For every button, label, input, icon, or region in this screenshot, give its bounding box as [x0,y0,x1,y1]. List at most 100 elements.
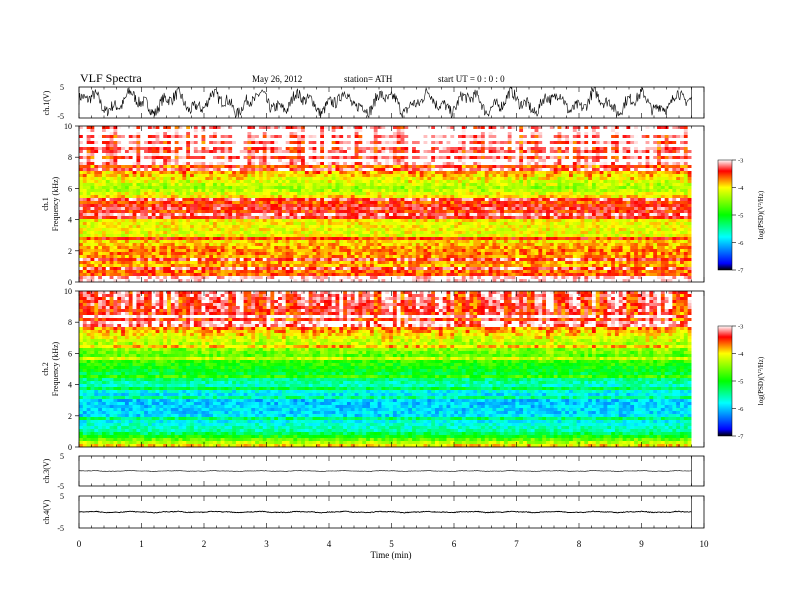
spectrogram-cell [224,180,229,184]
spectrogram-cell [503,147,509,151]
spectrogram-cell [281,213,287,217]
spectrogram-cell [209,156,214,160]
spectrogram-cell [580,216,585,220]
spectrogram-cell [473,192,478,196]
spectrogram-cell [190,138,195,142]
spectrogram-cell [239,129,244,133]
spectrogram-cell [373,138,378,142]
spectrogram-cell [653,132,658,136]
spectrogram-cell [98,219,103,223]
spectrogram-cell [228,189,233,193]
spectrogram-cell [546,141,551,145]
spectrogram-cell [569,213,574,217]
spectrogram-cell [373,162,378,166]
spectrogram-cell [132,183,137,187]
spectrogram-cell [266,144,271,148]
spectrogram-cell [193,135,198,139]
spectrogram-cell [121,198,126,202]
spectrogram-cell [232,180,237,184]
spectrogram-cell [473,207,478,211]
spectrogram-cell [354,192,359,196]
spectrogram-cell [668,147,673,151]
spectrogram-cell [519,201,524,205]
spectrogram-cell [270,147,275,151]
spectrogram-cell [324,192,329,196]
spectrogram-cell [235,141,241,145]
spectrogram-cell [170,171,176,175]
spectrogram-cell [350,129,355,133]
spectrogram-cell [542,135,547,139]
spectrogram-cell [86,180,91,184]
spectrogram-cell [614,216,620,220]
spectrogram-cell [82,210,87,214]
spectrogram-cell [687,195,692,199]
spectrogram-cell [584,210,589,214]
spectrogram-cell [174,165,179,169]
spectrogram-cell [419,150,424,154]
spectrogram-cell [343,126,348,130]
spectrogram-cell [523,183,528,187]
spectrogram-cell [660,132,666,136]
spectrogram-cell [373,186,378,190]
spectrogram-cell [193,189,198,193]
spectrogram-cell [584,156,589,160]
spectrogram-cell [519,162,524,166]
spectrogram-cell [209,198,214,202]
spectrogram-cell [496,141,501,145]
spectrogram-cell [105,213,110,217]
spectrogram-cell [209,216,214,220]
spectrogram-cell [392,204,398,208]
spectrogram-cell [124,168,130,172]
spectrogram-cell [193,186,198,190]
spectrogram-cell [136,156,141,160]
spectrogram-cell [354,174,359,178]
spectrogram-cell [496,171,501,175]
spectrogram-cell [197,147,202,151]
spectrogram-cell [140,216,145,220]
spectrogram-cell [255,216,260,220]
spectrogram-cell [680,207,685,211]
spectrogram-cell [220,135,225,139]
spectrogram-cell [668,216,673,220]
spectrogram-cell [377,183,382,187]
spectrogram-cell [634,141,639,145]
spectrogram-cell [446,138,451,142]
spectrogram-cell [423,156,428,160]
spectrogram-cell [668,204,673,208]
spectrogram-cell [591,180,597,184]
spectrogram-cell [469,210,474,214]
spectrogram-cell [209,144,214,148]
spectrogram-cell [301,159,306,163]
spectrogram-cell [151,150,156,154]
spectrogram-cell [523,174,528,178]
spectrogram-cell [320,138,325,142]
spectrogram-cell [492,162,497,166]
spectrogram-cell [109,135,114,139]
spectrogram-cell [124,192,130,196]
spectrogram-cell [289,210,294,214]
spectrogram-cell [557,126,562,130]
spectrogram-cell [335,168,340,172]
spectrogram-cell [546,168,551,172]
spectrogram-cell [312,165,317,169]
spectrogram-cell [140,192,145,196]
spectrogram-cell [121,141,126,145]
spectrogram-cell [385,165,390,169]
spectrogram-cell [366,177,371,181]
spectrogram-cell [354,153,359,157]
spectrogram-cell [637,162,643,166]
spectrogram-cell [477,159,482,163]
spectrogram-cell [396,207,401,211]
spectrogram-cell [278,168,283,172]
spectrogram-cell [358,126,363,130]
spectrogram-cell [649,183,654,187]
spectrogram-cell [561,138,566,142]
spectrogram-cell [79,210,84,214]
spectrogram-cell [649,165,654,169]
spectrogram-cell [423,135,428,139]
spectrogram-cell [484,156,489,160]
spectrogram-cell [201,186,206,190]
spectrogram-cell [511,165,516,169]
spectrogram-cell [457,213,463,217]
spectrogram-cell [201,201,206,205]
